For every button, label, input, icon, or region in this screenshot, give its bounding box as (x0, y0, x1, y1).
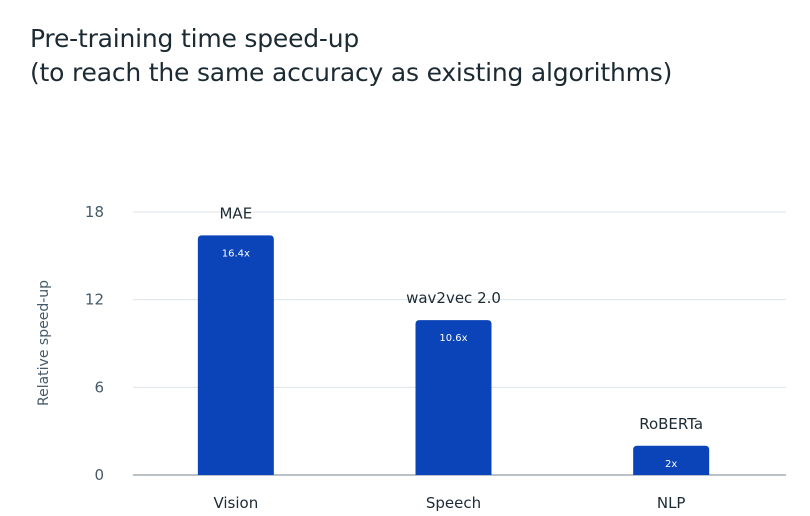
bar-nlp (633, 445, 710, 475)
bar-value-label: 10.6x (439, 333, 467, 344)
y-tick-label: 12 (85, 291, 104, 309)
bar-value-label: 2x (665, 459, 677, 470)
y-tick-label: 18 (85, 203, 104, 221)
bar-value-label: 16.4x (222, 248, 250, 259)
y-axis-ticks: 0 6 12 18 (85, 203, 104, 484)
y-tick-label: 0 (94, 466, 104, 484)
bar-speech (415, 320, 492, 475)
y-tick-label: 6 (94, 378, 104, 396)
x-tick-label: NLP (657, 494, 686, 512)
bar-model-label: MAE (219, 204, 252, 222)
x-tick-label: Speech (426, 494, 481, 512)
chart-title-line: Pre-training time speed-up (30, 24, 360, 53)
chart-title: Pre-training time speed-up (to reach the… (30, 22, 672, 90)
x-tick-label: Vision (213, 494, 258, 512)
y-axis-label: Relative speed-up (36, 280, 52, 406)
bars: 16.4x MAE 10.6x wav2vec 2.0 2x RoBERTa (197, 204, 710, 475)
chart-subtitle: (to reach the same accuracy as existing … (30, 58, 673, 87)
bar-model-label: wav2vec 2.0 (406, 289, 501, 307)
bar-vision (197, 235, 274, 475)
bar-model-label: RoBERTa (639, 415, 703, 433)
x-axis-ticks: Vision Speech NLP (213, 494, 685, 512)
